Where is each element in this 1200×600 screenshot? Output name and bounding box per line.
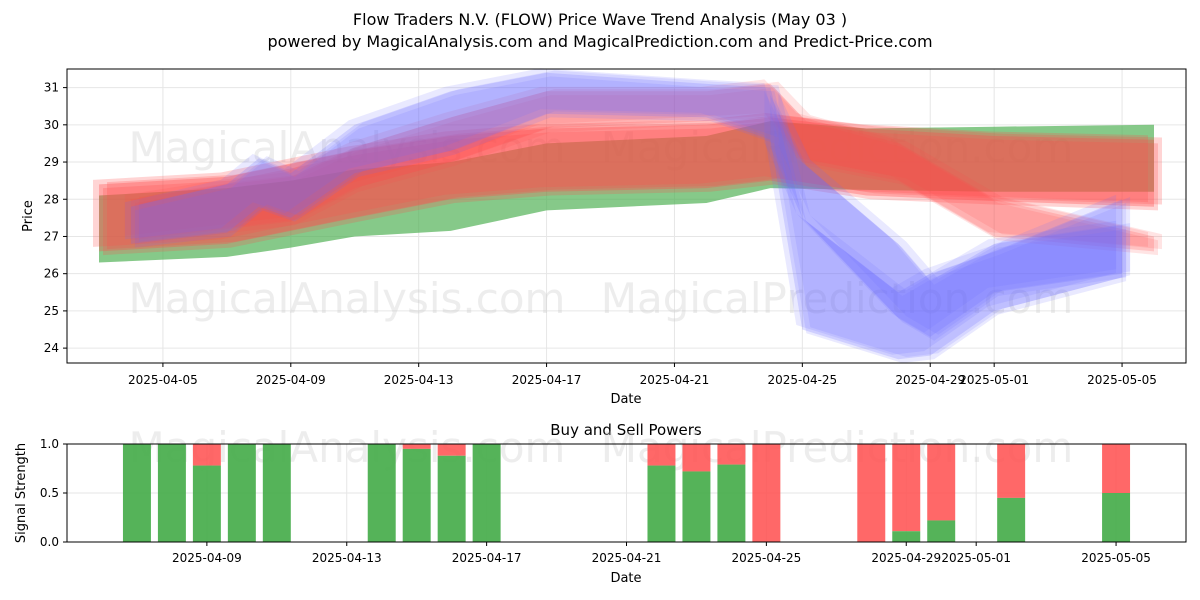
band-red-band-wide — [93, 112, 1162, 256]
band-layer — [93, 112, 1148, 247]
x-tick-label: 2025-05-01 — [959, 373, 1029, 387]
x-tick-label: 2025-04-25 — [767, 373, 837, 387]
buy-bar — [227, 444, 256, 542]
price-x-axis-label: Date — [610, 392, 641, 407]
chart-subtitle: powered by MagicalAnalysis.com and Magic… — [267, 32, 932, 51]
sell-bar — [647, 444, 676, 466]
x-tick-label: 2025-04-21 — [592, 551, 662, 565]
x-tick-label: 2025-04-29 — [871, 551, 941, 565]
x-tick-label: 2025-04-13 — [312, 551, 382, 565]
signal-panel: Buy and Sell Powers MagicalAnalysis.com … — [14, 421, 1187, 586]
buy-bar — [682, 471, 711, 542]
y-tick-label: 24 — [44, 341, 59, 355]
x-tick-label: 2025-04-05 — [128, 373, 198, 387]
chart-title: Flow Traders N.V. (FLOW) Price Wave Tren… — [353, 10, 847, 29]
band-layer — [124, 79, 1148, 247]
buy-bar — [367, 444, 396, 542]
band-layer — [774, 98, 1127, 341]
band-blue-band-lower — [764, 90, 1131, 341]
y-tick-label: 0.5 — [40, 486, 59, 500]
band-layer — [130, 83, 1154, 252]
x-tick-label: 2025-04-25 — [732, 551, 802, 565]
buy-bar — [717, 464, 746, 542]
price-bands — [93, 68, 1162, 364]
buy-bar — [262, 444, 291, 542]
sell-bar — [927, 444, 956, 521]
buy-bar — [157, 444, 186, 542]
y-tick-label: 30 — [44, 118, 59, 132]
sell-bar — [752, 444, 781, 542]
buy-bar — [647, 465, 676, 542]
x-tick-label: 2025-04-17 — [512, 373, 582, 387]
price-y-axis-label: Price — [21, 200, 36, 232]
buy-bar — [437, 455, 466, 542]
band-green-band — [99, 121, 1154, 263]
band-blue-band-upper — [124, 68, 1131, 364]
buy-bar — [892, 531, 921, 542]
signal-x-ticks: 2025-04-09 2025-04-13 2025-04-17 2025-04-21… — [172, 542, 1151, 565]
buy-bar — [1102, 493, 1131, 542]
x-tick-label: 2025-04-09 — [256, 373, 326, 387]
buy-bar — [472, 444, 501, 542]
band-layer — [764, 90, 1117, 333]
x-tick-label: 2025-04-17 — [452, 551, 522, 565]
sell-bar — [857, 444, 886, 542]
band-layer — [124, 68, 1117, 355]
price-plot-frame — [66, 68, 1187, 364]
x-tick-label: 2025-05-05 — [1081, 551, 1151, 565]
signal-title: Buy and Sell Powers — [550, 421, 702, 439]
buy-bar — [997, 497, 1026, 542]
x-tick-label: 2025-04-09 — [172, 551, 242, 565]
sell-bar — [192, 444, 221, 466]
buy-bar — [927, 520, 956, 542]
x-tick-label: 2025-04-29 — [895, 373, 965, 387]
y-tick-label: 29 — [44, 155, 59, 169]
sell-bar — [402, 444, 431, 449]
band-layer — [99, 117, 1154, 252]
buy-bar — [122, 444, 151, 542]
y-tick-label: 31 — [44, 81, 59, 95]
y-tick-label: 26 — [44, 267, 59, 281]
watermark: MagicalPrediction.com — [601, 274, 1074, 323]
y-tick-label: 27 — [44, 229, 59, 243]
x-tick-label: 2025-04-21 — [640, 373, 710, 387]
signal-bars — [122, 444, 1131, 542]
sell-bar — [1102, 444, 1131, 493]
sell-bar — [717, 444, 746, 465]
band-layer — [138, 70, 1131, 357]
band-layer — [130, 72, 1123, 360]
x-tick-label: 2025-04-13 — [384, 373, 454, 387]
watermark: MagicalPrediction.com — [601, 423, 1074, 472]
y-tick-label: 25 — [44, 304, 59, 318]
buy-bar — [192, 465, 221, 542]
x-tick-label: 2025-05-01 — [941, 551, 1011, 565]
band-layer — [770, 95, 1123, 337]
price-y-ticks: 24 25 26 27 28 29 30 31 — [44, 81, 67, 355]
x-tick-label: 2025-05-05 — [1087, 373, 1157, 387]
band-layer — [778, 92, 1131, 335]
y-tick-label: 0.0 — [40, 535, 59, 549]
y-tick-label: 1.0 — [40, 437, 59, 451]
band-layer — [138, 81, 1162, 250]
band-layer — [134, 87, 1158, 256]
band-red-band-upper — [124, 79, 1162, 256]
y-tick-label: 28 — [44, 192, 59, 206]
price-panel: MagicalAnalysis.com MagicalPrediction.co… — [21, 68, 1187, 407]
sell-bar — [437, 444, 466, 456]
signal-y-axis-label: Signal Strength — [14, 443, 29, 543]
band-layer — [103, 121, 1158, 256]
price-x-ticks: 2025-04-05 2025-04-09 2025-04-13 2025-04-17… — [128, 363, 1157, 387]
buy-bar — [402, 448, 431, 542]
sell-bar — [892, 444, 921, 532]
signal-x-axis-label: Date — [610, 571, 641, 586]
band-layer — [99, 121, 1154, 263]
sell-bar — [997, 444, 1026, 498]
watermark: MagicalAnalysis.com — [129, 274, 566, 323]
band-layer — [107, 115, 1162, 250]
signal-y-ticks: 0.0 0.5 1.0 — [40, 437, 67, 549]
band-layer — [134, 76, 1127, 364]
sell-bar — [682, 444, 711, 472]
